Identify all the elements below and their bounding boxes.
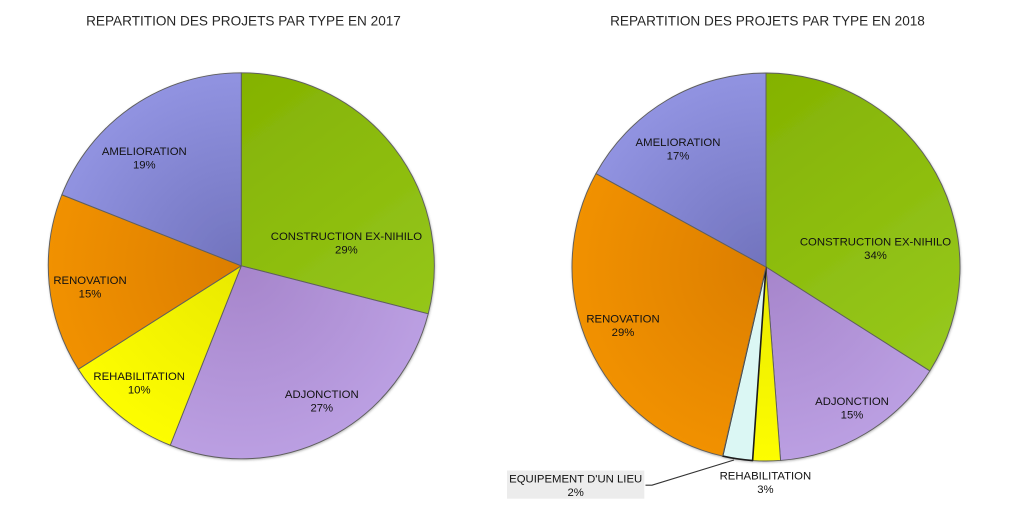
svg-text:EQUIPEMENT D'UN LIEU: EQUIPEMENT D'UN LIEU (509, 473, 642, 485)
svg-text:27%: 27% (310, 403, 333, 415)
svg-text:AMELIORATION: AMELIORATION (102, 146, 187, 158)
svg-text:RENOVATION: RENOVATION (53, 275, 126, 287)
svg-text:19%: 19% (133, 159, 156, 171)
svg-text:34%: 34% (864, 250, 887, 262)
svg-text:15%: 15% (841, 410, 864, 422)
svg-text:CONSTRUCTION EX-NIHILO: CONSTRUCTION EX-NIHILO (800, 236, 951, 248)
svg-text:3%: 3% (757, 484, 773, 496)
svg-text:2%: 2% (567, 487, 583, 499)
svg-text:29%: 29% (612, 327, 635, 339)
svg-text:CONSTRUCTION EX-NIHILO: CONSTRUCTION EX-NIHILO (271, 231, 422, 243)
svg-text:17%: 17% (667, 151, 690, 163)
svg-text:10%: 10% (128, 385, 151, 397)
svg-text:REPARTITION DES PROJETS PAR TY: REPARTITION DES PROJETS PAR TYPE EN 2018 (610, 14, 925, 29)
svg-text:ADJONCTION: ADJONCTION (815, 396, 889, 408)
svg-text:REHABILITATION: REHABILITATION (720, 470, 812, 482)
svg-text:15%: 15% (79, 288, 102, 300)
svg-text:AMELIORATION: AMELIORATION (636, 137, 721, 149)
svg-text:REPARTITION DES PROJETS PAR TY: REPARTITION DES PROJETS PAR TYPE EN 2017 (86, 14, 401, 29)
svg-text:RENOVATION: RENOVATION (586, 314, 659, 326)
svg-text:29%: 29% (335, 244, 358, 256)
svg-text:REHABILITATION: REHABILITATION (93, 371, 185, 383)
svg-text:ADJONCTION: ADJONCTION (285, 389, 359, 401)
